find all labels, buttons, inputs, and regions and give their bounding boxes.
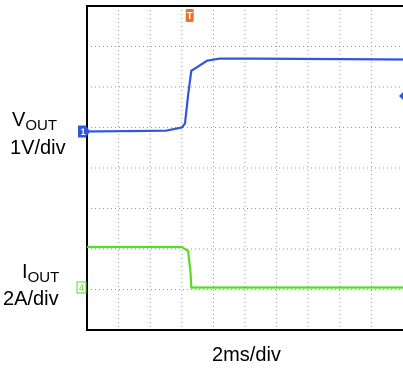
plot-frame — [86, 5, 403, 331]
vout-label-main: V — [12, 109, 26, 131]
iout-ground-marker: 4 — [76, 281, 87, 294]
trigger-marker-box — [185, 9, 194, 22]
vout-ground-marker-shape — [78, 125, 90, 138]
trigger-marker: T — [185, 9, 194, 22]
iout-trace — [87, 245, 403, 289]
vout-offscreen-marker — [399, 92, 403, 100]
vout-label: VOUT — [12, 109, 58, 134]
vout-scale-label: 1V/div — [10, 137, 66, 159]
time-scale-label: 2ms/div — [212, 344, 281, 366]
iout-scale-label: 2A/div — [3, 288, 59, 310]
iout-label-sub: OUT — [27, 269, 60, 286]
vout-ground-marker-label: 1 — [80, 127, 85, 137]
graticule — [87, 6, 403, 330]
iout-ground-marker-shape — [76, 281, 87, 294]
iout-ground-marker-label: 4 — [79, 283, 84, 293]
iout-label-main: I — [22, 261, 28, 283]
vout-label-sub: OUT — [25, 117, 58, 134]
vout-ground-marker: 1 — [78, 125, 90, 138]
trigger-marker-label: T — [187, 11, 193, 22]
vout-trace — [86, 57, 403, 133]
iout-label: IOUT — [22, 261, 60, 286]
